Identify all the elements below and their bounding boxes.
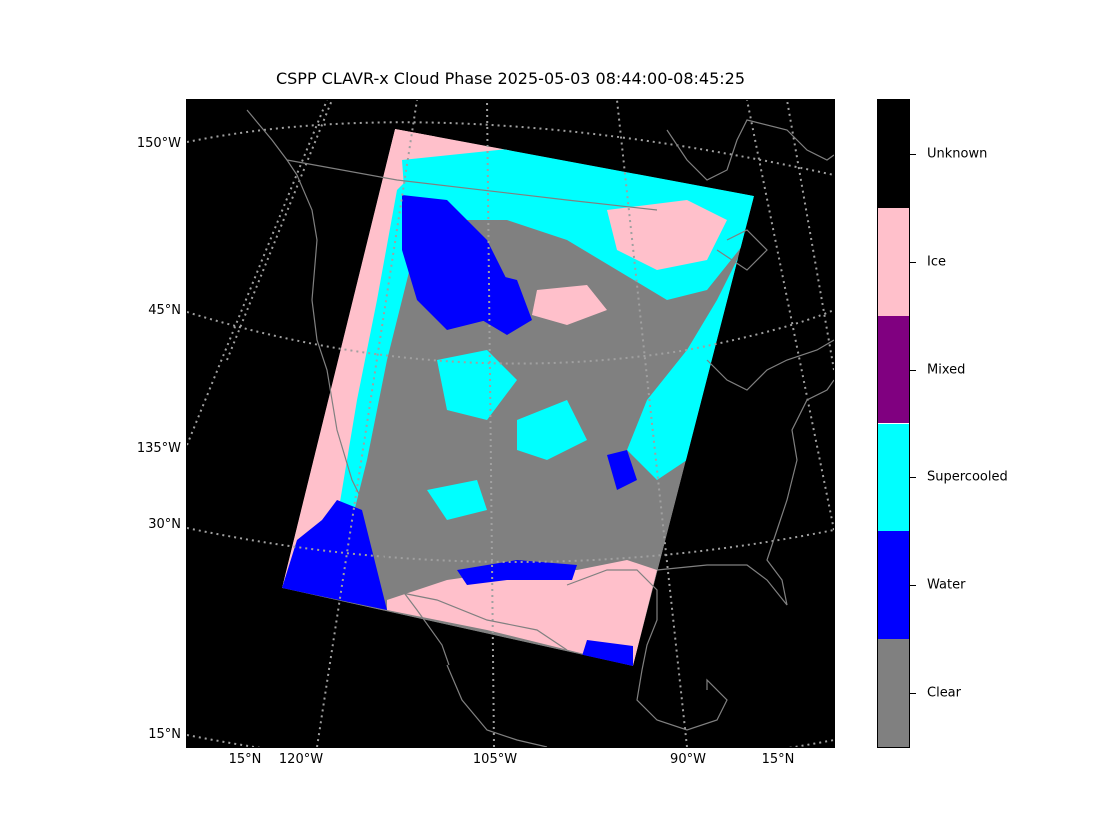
lon-label: 105°W [472, 752, 518, 767]
coastline-lakes [716, 229, 768, 271]
colorbar-segment-water [878, 531, 909, 640]
swath-supercooled-west [337, 170, 417, 520]
lon-label: 15°N [761, 752, 795, 767]
cloud-phase-map [187, 100, 834, 747]
colorbar-tick [910, 154, 916, 155]
meridian-line [786, 100, 834, 371]
meridian-line [187, 100, 328, 446]
lat-label: 45°N [148, 303, 181, 318]
graticule [187, 100, 834, 747]
colorbar-segment-mixed [878, 315, 909, 424]
swath-supercooled-patch [437, 350, 517, 420]
meridian-line [746, 100, 834, 531]
lon-label: 15°N [228, 752, 262, 767]
coastline-east [656, 379, 834, 606]
colorbar-segment-supercooled [878, 423, 909, 532]
swath-ice-south [387, 560, 657, 666]
meridian-line [616, 100, 688, 747]
colorbar-tick [910, 477, 916, 478]
swath-water-gulf [457, 560, 577, 585]
lon-label: 90°W [670, 752, 706, 767]
coastlines [246, 109, 834, 747]
colorbar-tick [910, 693, 916, 694]
map-title: CSPP CLAVR-x Cloud Phase 2025-05-03 08:4… [275, 69, 746, 88]
lat-label: 30°N [148, 517, 181, 532]
map-panel [186, 99, 835, 748]
coastline-hudson [666, 119, 834, 181]
colorbar-tick [910, 585, 916, 586]
border-us-mexico [386, 589, 568, 651]
colorbar-tick [910, 262, 916, 263]
colorbar [877, 99, 910, 748]
swath-water-south [582, 640, 633, 666]
lat-label: 150°W [136, 136, 181, 151]
swath-water-patch [607, 450, 637, 490]
colorbar-segment-clear [878, 639, 909, 747]
colorbar-tick [910, 370, 916, 371]
parallel-line [187, 527, 834, 563]
lat-label: 15°N [148, 727, 181, 742]
swath-water-patch [477, 270, 532, 335]
colorbar-segment-ice [878, 207, 909, 316]
swath-ice-northeast [607, 200, 727, 270]
colorbar-label: Mixed [927, 362, 966, 378]
satellite-swath [282, 129, 754, 666]
colorbar-label: Unknown [927, 146, 988, 162]
lon-label: 120°W [278, 752, 324, 767]
parallel-line [187, 309, 834, 365]
meridian-line [316, 100, 418, 747]
lat-label: 135°W [136, 441, 181, 456]
coastline-gulf [566, 569, 728, 731]
border-canada-us [286, 159, 658, 211]
colorbar-label: Clear [927, 685, 961, 701]
coastline-northeast [706, 339, 834, 391]
swath-ice-central [532, 285, 607, 325]
colorbar-segment-unknown [878, 100, 909, 208]
swath-supercooled-patch [427, 480, 487, 520]
coastline-mexico-west [446, 664, 548, 747]
colorbar-label: Water [927, 577, 966, 593]
swath-supercooled-patch [517, 400, 587, 460]
colorbar-label: Ice [927, 254, 946, 270]
swath-water-pacific [282, 500, 387, 610]
colorbar-label: Supercooled [927, 469, 1008, 485]
swath-supercooled-east [627, 196, 754, 480]
coastline-west [246, 109, 450, 666]
